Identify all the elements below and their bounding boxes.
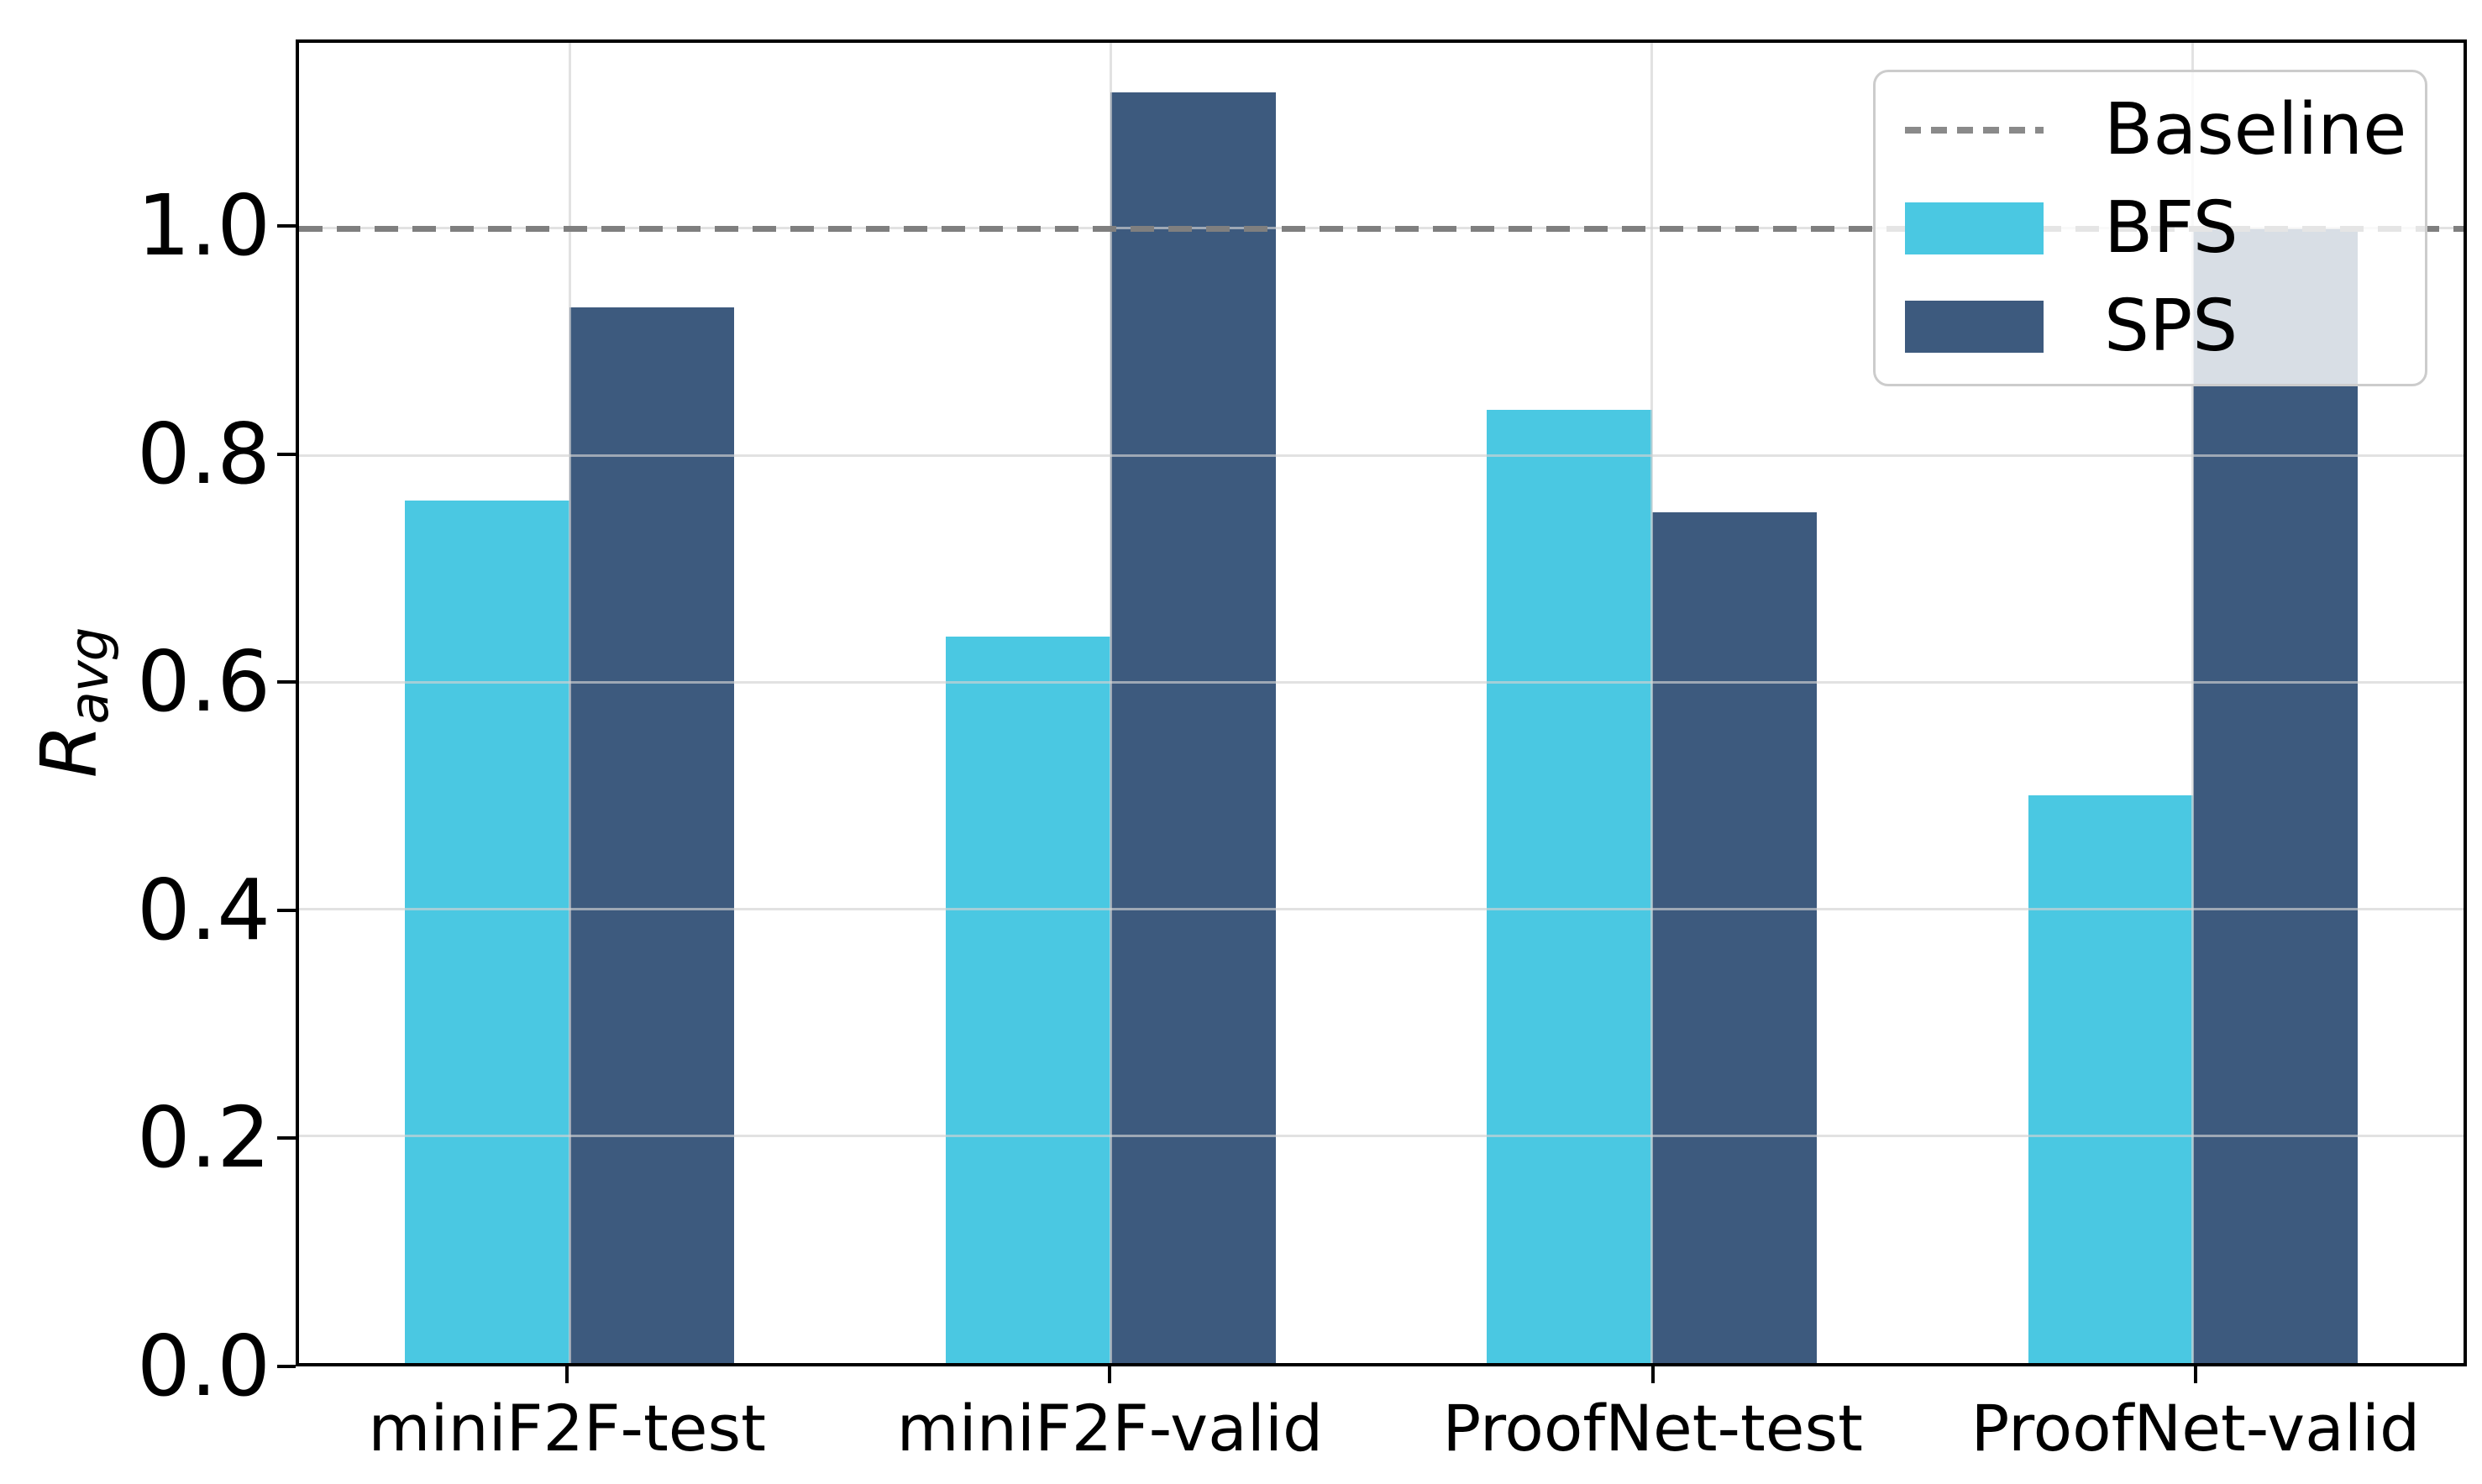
legend-sample-wrap	[1905, 202, 2044, 254]
legend-sps-swatch	[1905, 300, 2044, 353]
gridline-vertical	[1650, 43, 1654, 1363]
y-tick-label: 0.0	[136, 1317, 270, 1415]
gridline-horizontal	[299, 680, 2464, 684]
y-tick-mark	[277, 908, 296, 912]
bar-sps-proofnet-valid	[2192, 228, 2359, 1363]
gridline-horizontal	[299, 908, 2464, 911]
legend-bfs-swatch	[1905, 202, 2044, 254]
legend-sample-wrap	[1905, 300, 2044, 353]
bar-sps-proofnet-test	[1651, 511, 1817, 1363]
gridline-horizontal	[299, 454, 2464, 457]
legend-sample-wrap	[1905, 126, 2044, 134]
y-tick-label: 0.4	[136, 860, 270, 959]
legend-label-sps: SPS	[2104, 285, 2238, 368]
x-tick-label-minif2f-valid: miniF2F-valid	[896, 1391, 1324, 1466]
x-tick-mark	[1650, 1366, 1655, 1383]
y-tick-label: 0.6	[136, 632, 270, 732]
x-tick-label-proofnet-test: ProofNet-test	[1442, 1391, 1863, 1466]
bar-bfs-minif2f-valid	[946, 637, 1111, 1363]
legend-item-sps: SPS	[1876, 278, 2425, 375]
legend-label-bfs: BFS	[2104, 186, 2238, 270]
gridline-horizontal	[299, 1135, 2464, 1138]
x-tick-mark	[2193, 1366, 2197, 1383]
legend: Baseline BFS SPS	[1873, 70, 2427, 386]
y-tick-mark	[277, 224, 296, 228]
bar-sps-minif2f-test	[569, 307, 735, 1363]
y-tick-mark	[277, 452, 296, 456]
y-tick-mark	[277, 1136, 296, 1141]
x-tick-label-proofnet-valid: ProofNet-valid	[1970, 1391, 2421, 1466]
x-tick-mark	[565, 1366, 569, 1383]
legend-item-baseline: Baseline	[1876, 81, 2425, 178]
bar-bfs-proofnet-test	[1487, 410, 1652, 1363]
y-tick-label: 1.0	[136, 176, 270, 275]
x-tick-mark	[1108, 1366, 1112, 1383]
bar-bfs-proofnet-valid	[2028, 795, 2193, 1363]
x-tick-label-minif2f-test: miniF2F-test	[368, 1391, 766, 1466]
y-tick-label: 0.8	[136, 404, 270, 503]
gridline-vertical	[2191, 43, 2195, 1363]
gridline-vertical	[568, 43, 571, 1363]
legend-item-bfs: BFS	[1876, 180, 2425, 276]
gridline-vertical	[1109, 43, 1112, 1363]
bar-sps-minif2f-valid	[1110, 92, 1276, 1363]
legend-label-baseline: Baseline	[2104, 88, 2407, 171]
y-tick-mark	[277, 1365, 296, 1368]
y-tick-label: 0.2	[136, 1088, 270, 1188]
y-axis-label-symbol: R	[24, 724, 114, 779]
baseline-line	[299, 225, 2464, 232]
legend-baseline-line-sample	[1905, 126, 2044, 134]
bar-bfs-minif2f-test	[404, 501, 570, 1363]
y-tick-mark	[277, 680, 296, 684]
